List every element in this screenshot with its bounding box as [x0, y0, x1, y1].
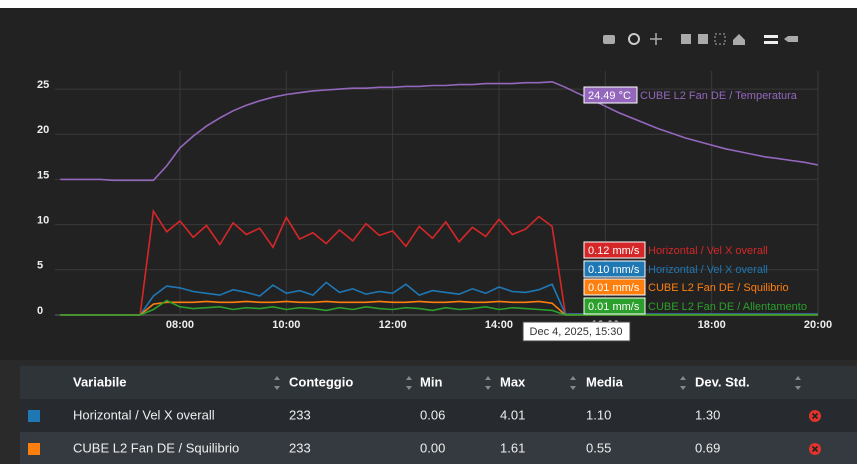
cell: 4.01	[500, 407, 525, 422]
line	[60, 80, 819, 182]
hover-x-box	[522, 321, 631, 342]
hover-value: 0.01 mm/s	[588, 301, 640, 313]
x-tick-label: 08:00	[166, 319, 194, 331]
y-tick-label: 20	[37, 124, 49, 136]
x-tick-label: 14:00	[485, 319, 513, 331]
y-tick-label: 25	[37, 79, 49, 91]
table-row	[20, 399, 857, 432]
hover-name: CUBE L2 Fan DE / Squilibrio	[648, 282, 789, 294]
table-row	[20, 432, 857, 464]
column-header: Media	[586, 374, 624, 389]
x-tick-label: 12:00	[379, 319, 407, 331]
cell: 0.00	[420, 440, 445, 455]
hover-value: 24.49 °C	[588, 90, 631, 102]
cell: 1.30	[695, 407, 720, 422]
hover-icon[interactable]	[764, 35, 778, 38]
cell: 0.55	[586, 440, 611, 455]
remove-cross	[811, 445, 819, 453]
column-header: Min	[420, 374, 442, 389]
color-swatch	[28, 410, 40, 422]
cell: 1.61	[500, 440, 525, 455]
sort-icon	[795, 376, 801, 390]
hover-box	[583, 278, 646, 296]
cell: 233	[289, 440, 311, 455]
x-tick-label: 20:00	[804, 319, 832, 331]
compare-icon[interactable]	[784, 36, 798, 42]
color-swatch	[28, 443, 40, 455]
line	[60, 299, 818, 316]
y-tick-label: 5	[37, 260, 43, 272]
cell: CUBE L2 Fan DE / Squilibrio	[73, 440, 239, 455]
hover-value: 0.01 mm/s	[588, 282, 640, 294]
table-header	[20, 366, 857, 399]
sort-icon	[570, 376, 576, 390]
sort-icon	[406, 376, 412, 390]
hover-icon[interactable]	[764, 41, 778, 44]
hover-value: 0.12 mm/s	[588, 245, 640, 257]
zoom-out-icon[interactable]	[698, 34, 708, 44]
hover-name: Horizontal / Vel X overall	[648, 264, 768, 276]
cell: 0.06	[420, 407, 445, 422]
column-header: Dev. Std.	[695, 374, 750, 389]
hover-x-label: Dec 4, 2025, 15:30	[530, 326, 623, 338]
sort-icon	[485, 376, 491, 390]
column-header: Conteggio	[289, 374, 353, 389]
cell: 0.69	[695, 440, 720, 455]
zoom-icon[interactable]	[628, 33, 640, 45]
cell: 233	[289, 407, 311, 422]
reset-icon[interactable]	[733, 34, 745, 45]
toolbar[interactable]	[603, 33, 798, 45]
hover-box	[583, 260, 646, 278]
autoscale-icon[interactable]	[714, 33, 726, 45]
remove-cross	[811, 412, 819, 420]
plot: 051015202508:0010:0012:0014:0016:0018:00…	[37, 71, 832, 342]
y-tick-label: 0	[37, 305, 43, 317]
x-tick-label: 10:00	[272, 319, 300, 331]
hover-name: Horizontal / Vel X overall	[648, 245, 768, 257]
cell: 1.10	[586, 407, 611, 422]
cell: Horizontal / Vel X overall	[73, 407, 215, 422]
table: Variabile Conteggio Min Max Media Dev. Std. Ho…	[28, 374, 821, 455]
column-header: Variabile	[73, 374, 126, 389]
hover-box	[583, 241, 646, 259]
camera-icon[interactable]	[603, 35, 615, 44]
zoom-in-icon[interactable]	[681, 34, 691, 44]
x-tick-label: 18:00	[698, 319, 726, 331]
hover-value: 0.10 mm/s	[588, 264, 640, 276]
hover-name: CUBE L2 Fan DE / Allentamento	[648, 301, 807, 313]
column-header: Max	[500, 374, 526, 389]
sort-icon	[680, 376, 686, 390]
hover-name: CUBE L2 Fan DE / Temperatura	[640, 90, 798, 102]
pan-icon[interactable]	[650, 33, 662, 45]
hover-box	[583, 86, 638, 104]
sort-icon	[274, 376, 280, 390]
y-tick-label: 10	[37, 215, 49, 227]
y-tick-label: 15	[37, 169, 49, 181]
hover-box	[583, 297, 646, 315]
